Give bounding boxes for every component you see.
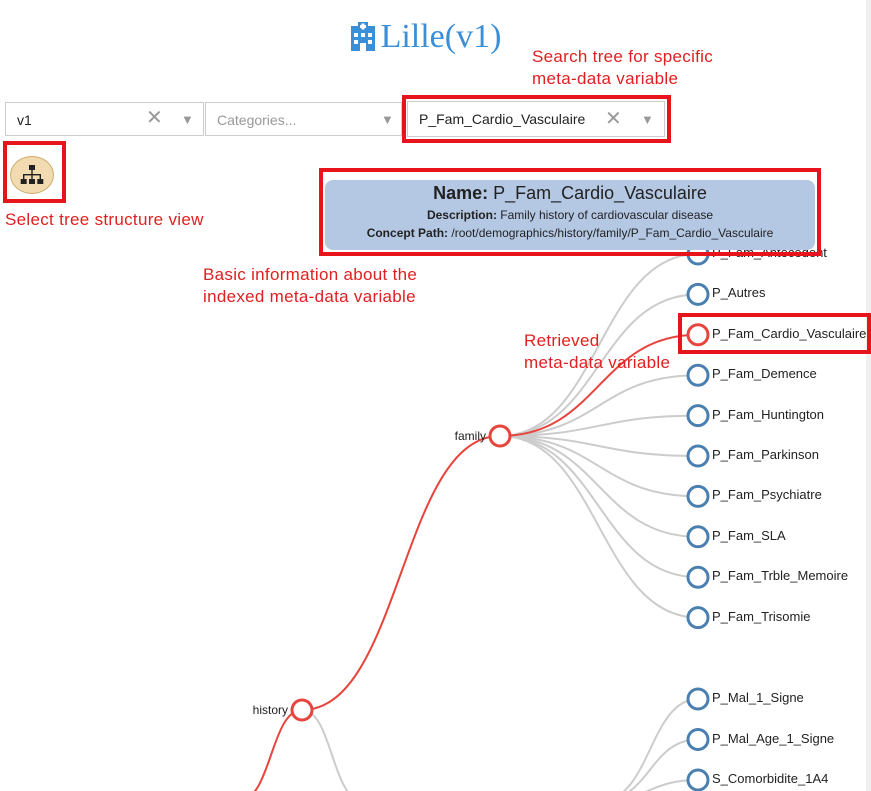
page-title: Lille(v1) bbox=[349, 18, 502, 56]
search-annotation: Search tree for specific meta-data varia… bbox=[532, 46, 713, 90]
page-header: Lille(v1) bbox=[0, 18, 850, 57]
tree-link bbox=[499, 374, 699, 437]
retrieved-annotation-line1: Retrieved bbox=[524, 331, 600, 350]
categories-select[interactable]: Categories... ▼ bbox=[205, 102, 402, 136]
tree-link bbox=[499, 435, 699, 498]
sitemap-icon bbox=[20, 165, 44, 184]
tree-leaf-node[interactable] bbox=[686, 525, 710, 549]
tree-leaf-label[interactable]: P_Mal_Age_1_Signe bbox=[712, 730, 835, 746]
tree-link bbox=[499, 435, 699, 457]
tree-link-highlight bbox=[253, 709, 303, 791]
tree-link bbox=[301, 709, 349, 791]
retrieved-annotation: Retrieved meta-data variable bbox=[524, 330, 670, 374]
tree-leaf-node[interactable] bbox=[686, 768, 710, 791]
tree-link bbox=[499, 435, 699, 579]
version-select-value: v1 bbox=[17, 112, 32, 128]
tooltip-name-row: Name: P_Fam_Cardio_Vasculaire bbox=[325, 183, 815, 204]
tooltip-path-row: Concept Path: /root/demographics/history… bbox=[325, 226, 815, 240]
chevron-down-icon[interactable]: ▼ bbox=[641, 112, 654, 127]
tree-leaf-label[interactable]: P_Fam_Demence bbox=[712, 366, 817, 382]
tree-view-button[interactable] bbox=[10, 156, 54, 194]
tooltip-description-label: Description: bbox=[426, 208, 497, 222]
tree-leaf-label[interactable]: P_Fam_Huntington bbox=[712, 406, 825, 422]
tooltip-name-label: Name: bbox=[433, 183, 489, 203]
version-select[interactable]: v1 ✕ ▼ bbox=[5, 102, 204, 136]
search-highlight-box bbox=[402, 95, 671, 143]
tree-leaf-node[interactable] bbox=[686, 282, 710, 306]
info-annotation: Basic information about the indexed meta… bbox=[203, 264, 417, 308]
info-annotation-line1: Basic information about the bbox=[203, 265, 418, 284]
tree-view-highlight-box bbox=[3, 141, 66, 203]
categories-placeholder: Categories... bbox=[217, 112, 297, 128]
tree-link bbox=[499, 435, 699, 619]
info-annotation-line2: indexed meta-data variable bbox=[203, 287, 416, 306]
tree-link bbox=[499, 293, 699, 437]
tooltip-name-value: P_Fam_Cardio_Vasculaire bbox=[493, 183, 707, 203]
tree-leaf-node[interactable] bbox=[686, 728, 710, 751]
tree-leaf-label[interactable]: P_Autres bbox=[712, 285, 766, 301]
tree-leaf-label[interactable]: P_Fam_Trisomie bbox=[712, 608, 811, 624]
tooltip-path-label: Concept Path: bbox=[366, 226, 449, 240]
tree-leaf-node[interactable] bbox=[686, 687, 710, 711]
tree-leaf-label[interactable]: S_Comorbidite_1A4 bbox=[712, 771, 829, 786]
search-annotation-line1: Search tree for specific bbox=[532, 47, 714, 66]
tree-node-label-family[interactable]: family bbox=[454, 429, 486, 443]
tree-link bbox=[499, 414, 699, 437]
tree-leaf-node[interactable] bbox=[686, 606, 710, 630]
title-text: Lille(v1) bbox=[380, 18, 502, 55]
hospital-icon bbox=[350, 22, 375, 51]
tooltip-path-value: /root/demographics/history/family/P_Fam_… bbox=[451, 226, 774, 240]
tree-leaf-node[interactable] bbox=[686, 444, 710, 468]
tree-link-highlight bbox=[301, 435, 501, 711]
tree-leaf-node[interactable] bbox=[686, 404, 710, 428]
tree-node-family[interactable] bbox=[488, 424, 512, 448]
tree-leaf-node[interactable] bbox=[686, 323, 710, 347]
tree-leaf-label[interactable]: P_Fam_Psychiatre bbox=[712, 487, 822, 503]
clear-icon[interactable]: ✕ bbox=[146, 107, 163, 129]
search-annotation-line2: meta-data variable bbox=[532, 69, 679, 88]
chevron-down-icon[interactable]: ▼ bbox=[381, 112, 394, 127]
variable-info-tooltip: Name: P_Fam_Cardio_Vasculaire Descriptio… bbox=[325, 180, 815, 250]
retrieved-annotation-line2: meta-data variable bbox=[524, 353, 671, 372]
tree-leaf-label[interactable]: P_Fam_Cardio_Vasculaire bbox=[712, 325, 867, 341]
page-scrollbar[interactable] bbox=[866, 0, 871, 791]
tree-node-label-history[interactable]: history bbox=[252, 703, 288, 717]
tooltip-description-value: Family history of cardiovascular disease bbox=[500, 208, 714, 222]
tree-link bbox=[499, 435, 699, 538]
clear-icon[interactable]: ✕ bbox=[605, 108, 622, 130]
tree-link bbox=[622, 698, 699, 791]
tree-link-highlight bbox=[499, 333, 699, 437]
chevron-down-icon[interactable]: ▼ bbox=[181, 112, 194, 127]
search-select[interactable]: P_Fam_Cardio_Vasculaire ✕ ▼ bbox=[407, 101, 665, 137]
tree-leaf-node[interactable] bbox=[686, 484, 710, 508]
search-select-value: P_Fam_Cardio_Vasculaire bbox=[419, 111, 586, 127]
tooltip-description-row: Description: Family history of cardiovas… bbox=[325, 208, 815, 222]
tree-leaf-label[interactable]: P_Fam_Parkinson bbox=[712, 447, 819, 462]
tree-link bbox=[499, 253, 699, 437]
tree-leaf-node[interactable] bbox=[686, 565, 710, 589]
tree-node-history[interactable] bbox=[290, 698, 314, 722]
tree-leaf-label[interactable]: P_Fam_Trble_Memoire bbox=[712, 568, 849, 584]
tree-leaf-label[interactable]: P_Mal_1_Signe bbox=[712, 690, 804, 705]
tree-link bbox=[644, 779, 699, 791]
tree-leaf-node[interactable] bbox=[686, 363, 710, 387]
tree-leaf-label[interactable]: P_Fam_SLA bbox=[712, 527, 786, 543]
retrieved-highlight-box bbox=[678, 313, 871, 354]
tree-link bbox=[628, 738, 699, 791]
tree-view-annotation: Select tree structure view bbox=[5, 210, 204, 229]
tooltip-highlight-box bbox=[319, 168, 821, 256]
